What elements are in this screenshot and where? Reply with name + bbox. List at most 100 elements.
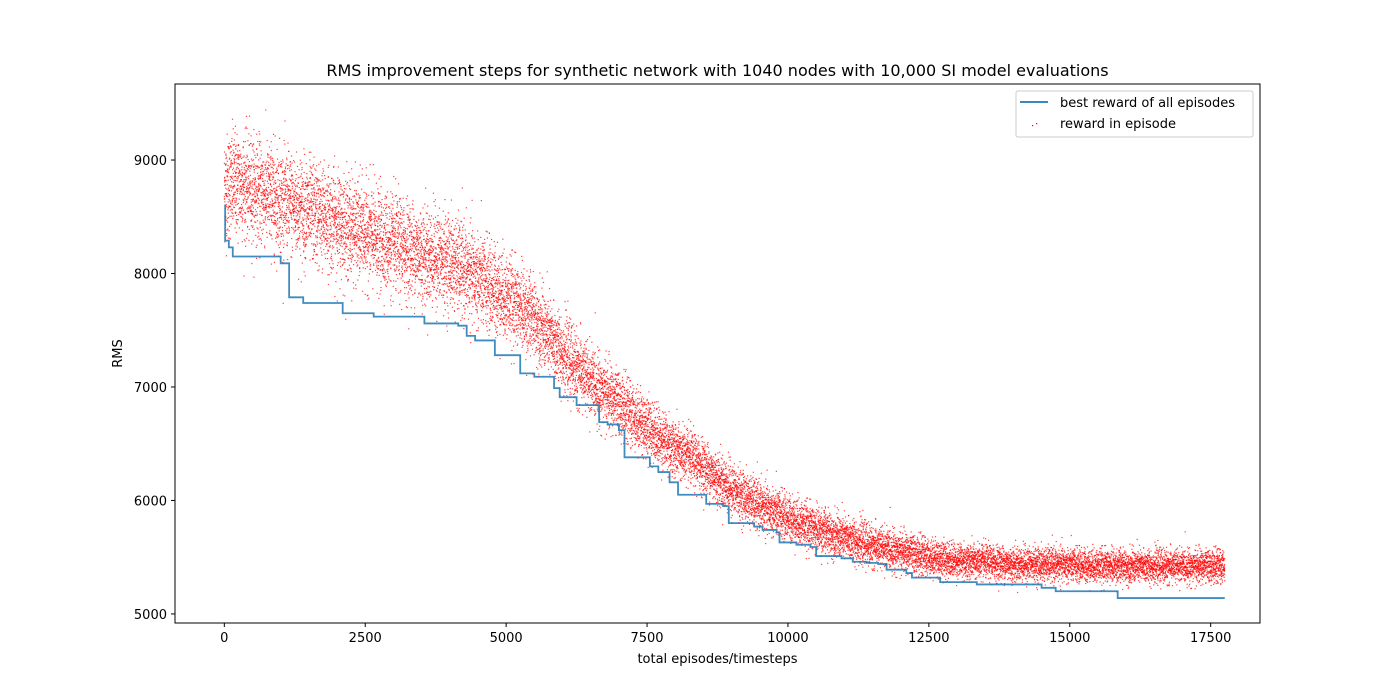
scatter-point: [375, 246, 377, 248]
scatter-point: [278, 185, 281, 187]
scatter-point: [395, 178, 397, 180]
scatter-point: [346, 183, 348, 185]
scatter-point: [250, 193, 252, 195]
scatter-point: [420, 270, 422, 272]
scatter-point: [308, 224, 310, 227]
scatter-point: [234, 155, 236, 157]
scatter-point: [500, 313, 503, 315]
scatter-point: [287, 142, 289, 144]
scatter-point: [323, 248, 325, 251]
scatter-point: [257, 198, 260, 200]
scatter-point: [324, 238, 326, 241]
scatter-point: [382, 273, 384, 275]
scatter-point: [427, 230, 429, 232]
scatter-point: [394, 253, 396, 256]
scatter-point: [468, 242, 471, 244]
scatter-point: [311, 229, 313, 231]
scatter-point: [318, 188, 320, 190]
scatter-point: [344, 199, 347, 201]
scatter-point: [302, 185, 304, 188]
scatter-point: [265, 209, 267, 211]
scatter-point: [224, 176, 226, 178]
scatter-point: [459, 276, 461, 278]
scatter-point: [284, 194, 286, 196]
scatter-point: [309, 159, 311, 161]
scatter-point: [497, 308, 499, 311]
scatter-point: [492, 287, 494, 289]
scatter-point: [453, 277, 455, 280]
scatter-point: [298, 226, 301, 229]
scatter-point: [231, 181, 233, 183]
scatter-point: [299, 213, 301, 215]
scatter-point: [458, 224, 460, 227]
scatter-point: [485, 281, 487, 283]
scatter-point: [344, 259, 346, 261]
scatter-point: [460, 237, 462, 240]
scatter-point: [477, 291, 479, 293]
scatter-point: [315, 207, 318, 210]
scatter-point: [430, 240, 432, 242]
scatter-point: [446, 245, 448, 248]
scatter-point: [441, 229, 443, 231]
scatter-point: [240, 173, 242, 176]
scatter-point: [321, 195, 323, 197]
scatter-point: [439, 266, 442, 269]
scatter-point: [269, 183, 272, 185]
scatter-point: [271, 166, 273, 169]
scatter-point: [297, 193, 299, 195]
scatter-point: [277, 212, 279, 214]
scatter-point: [302, 228, 305, 230]
scatter-point: [481, 263, 484, 265]
scatter-point: [250, 206, 252, 208]
scatter-point: [389, 238, 391, 240]
scatter-point: [228, 189, 230, 191]
scatter-point: [304, 244, 306, 246]
scatter-point: [441, 264, 444, 266]
scatter-point: [279, 137, 281, 139]
scatter-point: [345, 275, 347, 277]
scatter-point: [401, 234, 403, 236]
scatter-point: [306, 207, 309, 209]
scatter-point: [478, 262, 480, 264]
scatter-point: [502, 285, 504, 287]
scatter-point: [311, 205, 313, 207]
scatter-point: [313, 248, 315, 251]
scatter-point: [239, 156, 241, 159]
scatter-point: [291, 203, 293, 205]
scatter-point: [298, 186, 300, 189]
scatter-point: [436, 275, 438, 277]
scatter-point: [233, 185, 235, 187]
scatter-point: [491, 277, 493, 280]
scatter-point: [277, 165, 279, 167]
scatter-point: [322, 230, 324, 233]
scatter-point: [312, 188, 314, 190]
scatter-point: [266, 139, 268, 142]
scatter-point: [304, 239, 306, 241]
scatter-point: [435, 260, 437, 262]
scatter-point: [326, 203, 329, 205]
scatter-point: [491, 238, 493, 241]
scatter-point: [505, 277, 507, 279]
scatter-point: [342, 294, 344, 296]
scatter-point: [301, 231, 303, 234]
scatter-point: [411, 208, 413, 210]
scatter-point: [253, 276, 255, 278]
scatter-point: [397, 249, 399, 251]
scatter-point: [357, 237, 359, 239]
scatter-point: [411, 226, 413, 228]
scatter-point: [369, 164, 371, 166]
scatter-point: [437, 262, 439, 264]
scatter-point: [415, 266, 417, 268]
scatter-point: [291, 182, 293, 184]
scatter-point: [420, 241, 422, 244]
scatter-point: [399, 197, 401, 200]
scatter-point: [337, 252, 339, 255]
scatter-point: [498, 268, 500, 270]
scatter-point: [273, 224, 275, 226]
scatter-point: [372, 233, 374, 235]
scatter-point: [379, 241, 381, 243]
scatter-point: [362, 230, 364, 232]
scatter-point: [389, 244, 391, 246]
scatter-point: [268, 218, 271, 221]
scatter-point: [324, 220, 326, 222]
